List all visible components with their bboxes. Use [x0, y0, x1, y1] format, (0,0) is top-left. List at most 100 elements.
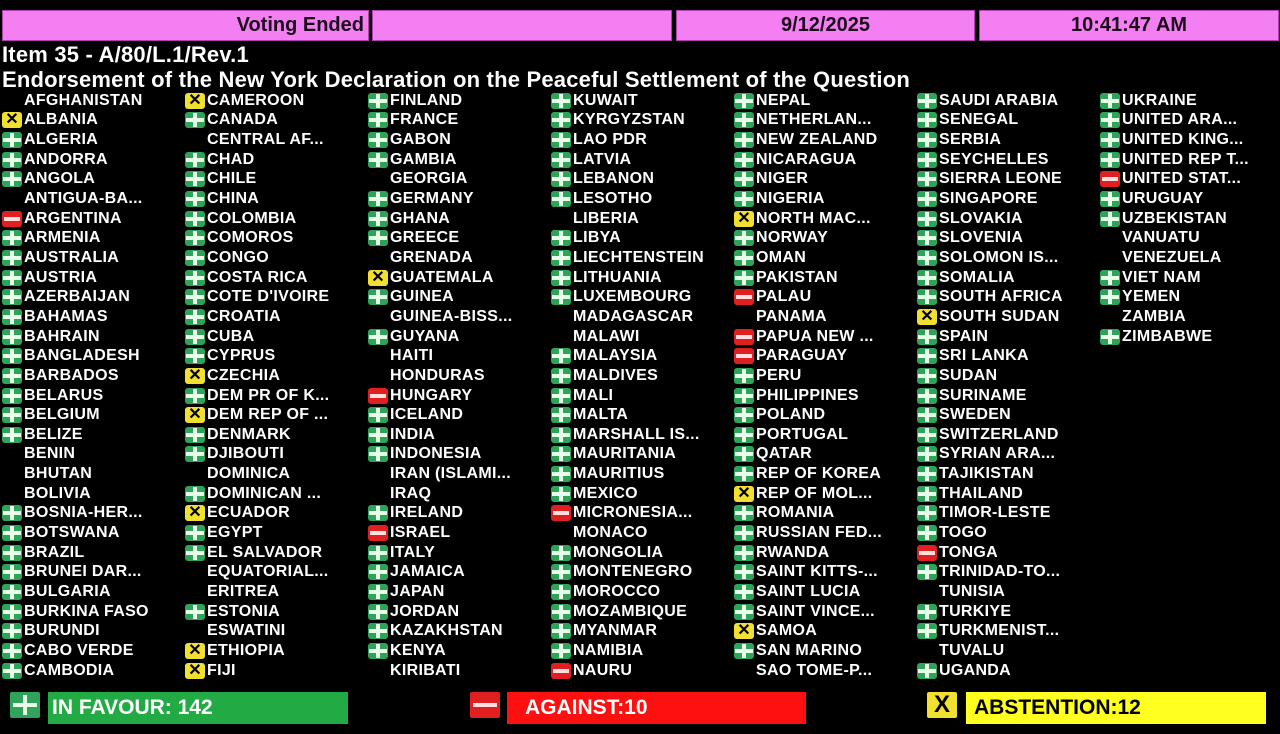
plus-icon	[185, 328, 205, 345]
country-row: EGYPT	[185, 523, 368, 543]
country-name: SWEDEN	[939, 406, 1012, 424]
country-name: NORWAY	[756, 229, 829, 247]
item-title: Item 35 - A/80/L.1/Rev.1	[2, 42, 249, 67]
country-row: IRELAND	[368, 504, 551, 524]
country-row: CAMEROON	[185, 91, 368, 111]
country-name: TUVALU	[939, 641, 1005, 659]
country-name: QATAR	[756, 445, 813, 463]
country-name: YEMEN	[1122, 288, 1181, 306]
minus-icon	[734, 328, 754, 345]
country-row: NORTH MAC...	[734, 209, 917, 229]
country-name: SUDAN	[939, 366, 998, 384]
country-row: YEMEN	[1100, 288, 1280, 308]
country-row: AZERBAIJAN	[2, 288, 185, 308]
plus-icon	[2, 269, 22, 286]
country-row: LAO PDR	[551, 130, 734, 150]
country-row: TUVALU	[917, 641, 1100, 661]
country-row: AUSTRALIA	[2, 248, 185, 268]
country-name: ZAMBIA	[1122, 307, 1187, 325]
country-row: RUSSIAN FED...	[734, 523, 917, 543]
plus-icon	[551, 407, 571, 424]
x-icon	[368, 269, 388, 286]
blank-box	[372, 10, 672, 41]
country-row: KUWAIT	[551, 91, 734, 111]
no-vote-blank	[368, 466, 388, 482]
country-name: SRI LANKA	[939, 347, 1029, 365]
plus-icon	[368, 446, 388, 463]
plus-icon	[1100, 151, 1120, 168]
country-name: ETHIOPIA	[207, 641, 285, 659]
country-name: NAURU	[573, 661, 633, 679]
plus-icon	[368, 426, 388, 443]
no-vote-blank	[1100, 230, 1120, 246]
country-row: BOLIVIA	[2, 484, 185, 504]
country-row: ARMENIA	[2, 229, 185, 249]
country-row: CENTRAL AF...	[185, 130, 368, 150]
status-box: Voting Ended	[2, 10, 369, 41]
minus-icon	[368, 387, 388, 404]
plus-icon	[1100, 112, 1120, 129]
plus-icon	[917, 466, 937, 483]
plus-icon	[2, 642, 22, 659]
plus-icon	[2, 328, 22, 345]
country-name: CAMBODIA	[24, 661, 115, 679]
country-row: CHAD	[185, 150, 368, 170]
country-row: LATVIA	[551, 150, 734, 170]
country-row: NICARAGUA	[734, 150, 917, 170]
country-row: REP OF MOL...	[734, 484, 917, 504]
country-row: ROMANIA	[734, 504, 917, 524]
country-row: POLAND	[734, 405, 917, 425]
country-row: UNITED ARA...	[1100, 111, 1280, 131]
plus-icon	[551, 584, 571, 601]
plus-icon	[185, 426, 205, 443]
country-name: SWITZERLAND	[939, 425, 1059, 443]
plus-icon	[1100, 92, 1120, 109]
country-row: SAINT KITTS-...	[734, 563, 917, 583]
country-row: BELIZE	[2, 425, 185, 445]
country-row: BURKINA FASO	[2, 602, 185, 622]
country-row: COTE D'IVOIRE	[185, 288, 368, 308]
abstention-total: ABSTENTION:12	[966, 692, 1266, 724]
no-vote-blank	[368, 348, 388, 364]
country-name: GHANA	[390, 209, 451, 227]
plus-icon	[185, 446, 205, 463]
plus-icon	[185, 249, 205, 266]
plus-icon	[185, 348, 205, 365]
country-row: SOUTH AFRICA	[917, 288, 1100, 308]
plus-icon	[1100, 328, 1120, 345]
country-name: TURKIYE	[939, 602, 1012, 620]
country-row: ESTONIA	[185, 602, 368, 622]
plus-icon	[1100, 210, 1120, 227]
plus-icon	[734, 642, 754, 659]
country-row: VENEZUELA	[1100, 248, 1280, 268]
country-name: MOROCCO	[573, 583, 661, 601]
plus-icon	[185, 171, 205, 188]
country-row: SERBIA	[917, 130, 1100, 150]
country-row: MADAGASCAR	[551, 307, 734, 327]
country-name: RUSSIAN FED...	[756, 524, 882, 542]
country-row: CABO VERDE	[2, 641, 185, 661]
plus-icon	[551, 132, 571, 149]
plus-icon	[551, 564, 571, 581]
country-row: HONDURAS	[368, 366, 551, 386]
country-row: CAMBODIA	[2, 661, 185, 681]
no-vote-blank	[2, 466, 22, 482]
plus-icon	[734, 191, 754, 208]
no-vote-blank	[368, 486, 388, 502]
country-row: NAURU	[551, 661, 734, 681]
plus-icon	[551, 603, 571, 620]
country-row: ISRAEL	[368, 523, 551, 543]
plus-icon	[368, 210, 388, 227]
plus-icon	[185, 151, 205, 168]
country-name: ECUADOR	[207, 504, 290, 522]
country-name: DJIBOUTI	[207, 445, 285, 463]
country-name: SAINT LUCIA	[756, 583, 861, 601]
country-row: MAURITANIA	[551, 445, 734, 465]
country-row: MONGOLIA	[551, 543, 734, 563]
no-vote-blank	[185, 584, 205, 600]
country-name: IRELAND	[390, 504, 464, 522]
country-name: LIECHTENSTEIN	[573, 248, 705, 266]
country-row: MALI	[551, 386, 734, 406]
x-icon	[734, 623, 754, 640]
no-vote-blank	[368, 663, 388, 679]
